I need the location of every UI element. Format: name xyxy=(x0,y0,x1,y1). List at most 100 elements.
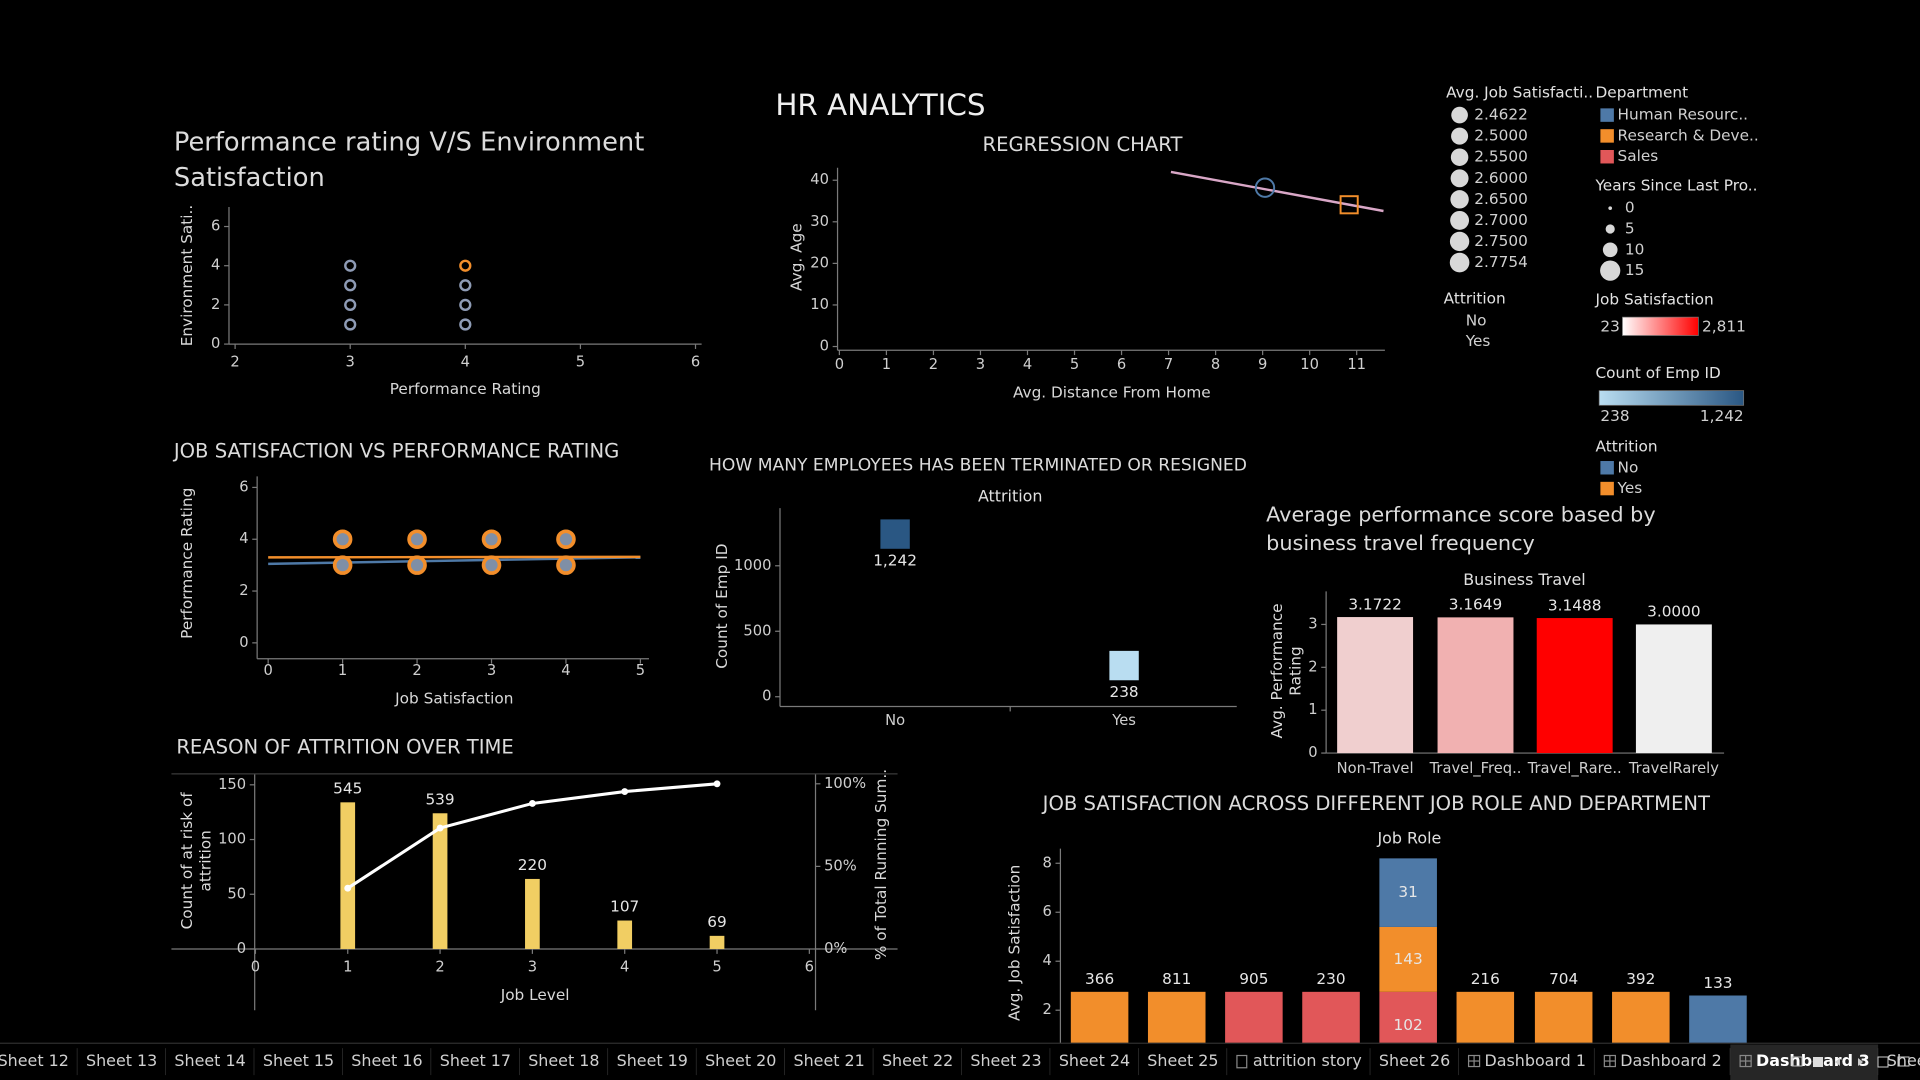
square xyxy=(880,519,910,549)
legend-title: Attrition xyxy=(1444,289,1506,307)
show-filmstrip[interactable] xyxy=(1791,1056,1803,1067)
color-ramp xyxy=(1622,316,1699,336)
y-tick-label: 3 xyxy=(1308,615,1317,632)
column-header: Attrition xyxy=(978,487,1043,506)
legend-label: 23 xyxy=(1600,317,1619,335)
tab-label[interactable]: Sheet 16 xyxy=(351,1051,422,1070)
tab-label[interactable]: Sheet 25 xyxy=(1147,1051,1218,1070)
value-label: 107 xyxy=(610,898,639,916)
tab-label[interactable]: Sheet 15 xyxy=(263,1051,334,1070)
column-header: Job Role xyxy=(1376,828,1441,847)
tab[interactable] xyxy=(1458,1044,1595,1080)
tab[interactable] xyxy=(1594,1044,1731,1080)
x-tick-label: 2 xyxy=(230,353,239,370)
bar xyxy=(525,878,540,949)
tab[interactable] xyxy=(77,1044,166,1080)
y-tick-label: 0 xyxy=(237,940,246,957)
bar xyxy=(617,920,633,949)
tab-label[interactable]: Sheet 18 xyxy=(528,1051,599,1070)
tab-label[interactable]: Sheet 26 xyxy=(1379,1051,1450,1070)
x-tick-label: 2 xyxy=(412,662,421,679)
tab-label[interactable]: Dashboard 2 xyxy=(1620,1051,1721,1070)
legend-label: 2.7000 xyxy=(1474,211,1528,229)
tab-label[interactable]: Sheet 20 xyxy=(705,1051,776,1070)
point xyxy=(1254,177,1276,198)
bar-segment xyxy=(1379,858,1437,927)
bar xyxy=(432,813,448,949)
tab-label[interactable]: Sheet 19 xyxy=(617,1051,688,1070)
tab[interactable] xyxy=(0,1044,78,1080)
tab[interactable] xyxy=(342,1044,432,1080)
x-tick-label: 0 xyxy=(251,958,260,975)
point xyxy=(481,529,502,550)
tab[interactable] xyxy=(961,1044,1051,1080)
y-tick-label: 20 xyxy=(810,254,829,271)
line-point xyxy=(436,824,444,832)
tab[interactable] xyxy=(696,1044,785,1080)
tab-label[interactable]: Sheet 14 xyxy=(174,1051,245,1070)
present-mode[interactable] xyxy=(1877,1056,1889,1068)
tab-label[interactable]: Dashboard 3 xyxy=(1756,1051,1870,1070)
tab[interactable] xyxy=(1227,1044,1371,1080)
chart-title: Average performance score based by busin… xyxy=(1266,503,1656,556)
tab[interactable] xyxy=(1050,1044,1139,1080)
tab[interactable] xyxy=(519,1044,609,1080)
y-tick-label: 2 xyxy=(211,296,220,313)
tab-label[interactable]: Sheet 23 xyxy=(970,1051,1041,1070)
previous-tab[interactable] xyxy=(1835,1058,1840,1066)
tab[interactable] xyxy=(1878,1044,1920,1080)
value-label: 905 xyxy=(1239,970,1268,988)
y-tick-label: 1 xyxy=(1308,701,1317,718)
tab[interactable] xyxy=(608,1044,697,1080)
tab[interactable] xyxy=(165,1044,255,1080)
tab-label[interactable]: Sheet 22 xyxy=(882,1051,953,1070)
x-axis-title: Avg. Distance From Home xyxy=(1013,384,1211,402)
tab-label[interactable]: Sheet 24 xyxy=(1059,1051,1130,1070)
tab[interactable] xyxy=(873,1044,962,1080)
y-tick-label: 4 xyxy=(1042,952,1051,969)
point xyxy=(1339,195,1359,215)
tab[interactable] xyxy=(1370,1044,1459,1080)
x-axis-title: Performance Rating xyxy=(390,380,541,398)
y2-tick-label: 0% xyxy=(824,940,847,957)
size-swatch xyxy=(1602,242,1618,258)
tab[interactable] xyxy=(431,1044,520,1080)
device-preview[interactable] xyxy=(1897,1056,1910,1067)
x-tick-label: 5 xyxy=(1070,356,1079,373)
tab[interactable] xyxy=(1138,1044,1228,1080)
y-axis-title-box: Avg. Performance Rating xyxy=(1267,603,1304,738)
legend-swatch xyxy=(1600,481,1614,496)
tab-icon xyxy=(1236,1054,1248,1069)
point xyxy=(344,279,357,292)
x-tick-label: 4 xyxy=(1023,356,1032,373)
size-swatch xyxy=(1450,210,1470,230)
y-tick-label: 40 xyxy=(810,171,829,188)
x-tick-label: 5 xyxy=(712,958,721,975)
legend-swatch xyxy=(1600,108,1614,122)
tab-label[interactable]: attrition story xyxy=(1253,1051,1362,1070)
y-tick-label: 4 xyxy=(239,530,248,547)
tab-label[interactable]: Sheet 27 xyxy=(1887,1051,1920,1070)
size-swatch xyxy=(1605,224,1615,234)
tab-label[interactable]: Dashboard 1 xyxy=(1484,1051,1585,1070)
point xyxy=(459,259,472,272)
x-tick-label: 11 xyxy=(1347,356,1366,373)
value-label: 3.1488 xyxy=(1548,596,1602,614)
next-tab[interactable] xyxy=(1858,1058,1863,1066)
tab[interactable] xyxy=(784,1044,874,1080)
x-tick-label: Travel_Freq.. xyxy=(1429,760,1522,777)
tab[interactable] xyxy=(254,1044,343,1080)
legend-swatch xyxy=(1600,150,1614,164)
x-tick-label: 1 xyxy=(338,662,347,679)
tab[interactable] xyxy=(1730,1044,1879,1080)
tab-label[interactable]: Sheet 13 xyxy=(86,1051,157,1070)
x-tick-label: 1 xyxy=(882,356,891,373)
y-tick-label: 0 xyxy=(762,688,771,705)
show-tabs[interactable] xyxy=(1813,1057,1823,1067)
value-label: 704 xyxy=(1549,970,1578,988)
tab-label[interactable]: Sheet 12 xyxy=(0,1051,69,1070)
tab-label[interactable]: Sheet 17 xyxy=(440,1051,511,1070)
y-tick-label: 0 xyxy=(211,335,220,352)
tab-label[interactable]: Sheet 21 xyxy=(794,1051,865,1070)
